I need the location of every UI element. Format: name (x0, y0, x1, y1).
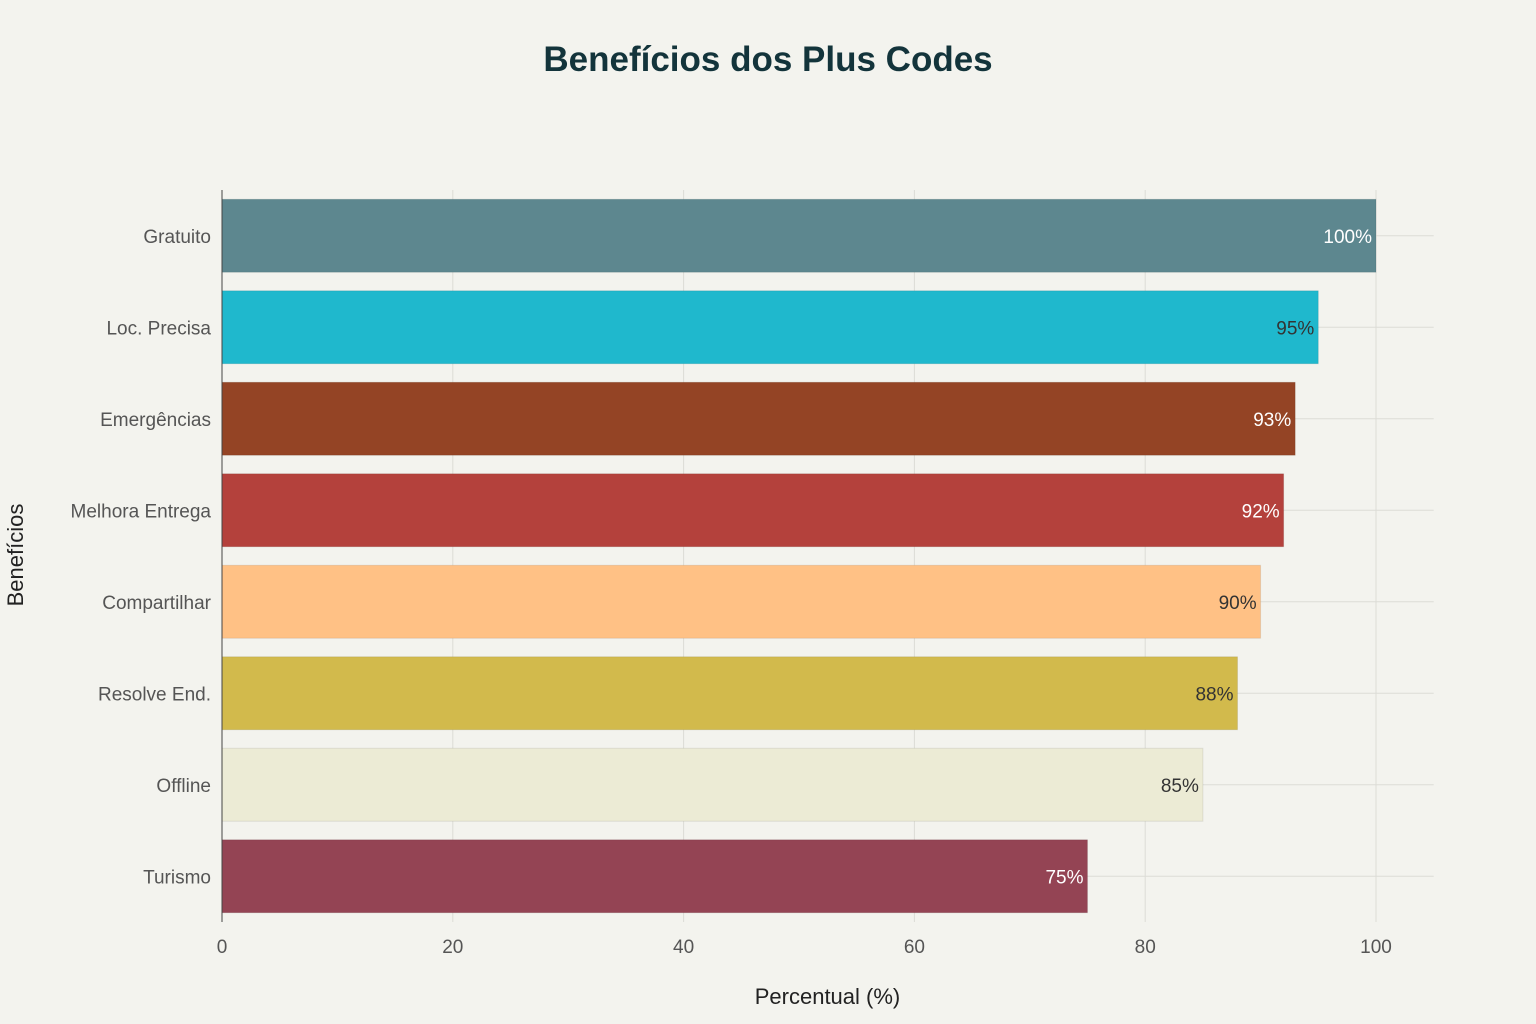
data-label: 100% (1323, 227, 1372, 248)
chart-title: Benefícios dos Plus Codes (543, 40, 993, 79)
bar-gratuito (221, 198, 1377, 273)
y-tick-label: Resolve End. (98, 684, 211, 705)
x-tick-label: 80 (1135, 937, 1156, 958)
x-tick-label: 40 (673, 937, 694, 958)
y-tick-label: Emergências (100, 410, 211, 431)
bar-resolve-end- (221, 656, 1239, 731)
x-tick-label: 20 (442, 937, 463, 958)
data-label: 85% (1161, 776, 1199, 797)
bar-emerg-ncias (221, 381, 1296, 456)
bar-melhora-entrega (221, 473, 1285, 548)
data-label: 88% (1195, 684, 1233, 705)
x-tick-label: 60 (904, 937, 925, 958)
x-tick-label: 100 (1360, 937, 1392, 958)
y-tick-label: Turismo (143, 867, 211, 888)
x-axis-label: Percentual (%) (754, 984, 901, 1009)
y-tick-label: Loc. Precisa (106, 318, 211, 339)
bar-compartilhar (221, 564, 1262, 639)
bar-turismo (221, 839, 1088, 914)
data-label: 93% (1253, 410, 1291, 431)
y-tick-label: Compartilhar (102, 593, 211, 614)
y-tick-label: Melhora Entrega (71, 501, 212, 522)
bar-loc-precisa (221, 290, 1319, 365)
x-tick-label: 0 (217, 937, 228, 958)
data-label: 92% (1242, 501, 1280, 522)
data-label: 75% (1045, 867, 1083, 888)
y-tick-label: Gratuito (143, 227, 211, 248)
y-tick-label: Offline (156, 776, 211, 797)
bar-offline (221, 747, 1204, 822)
data-label: 90% (1219, 593, 1257, 614)
data-label: 95% (1276, 318, 1314, 339)
